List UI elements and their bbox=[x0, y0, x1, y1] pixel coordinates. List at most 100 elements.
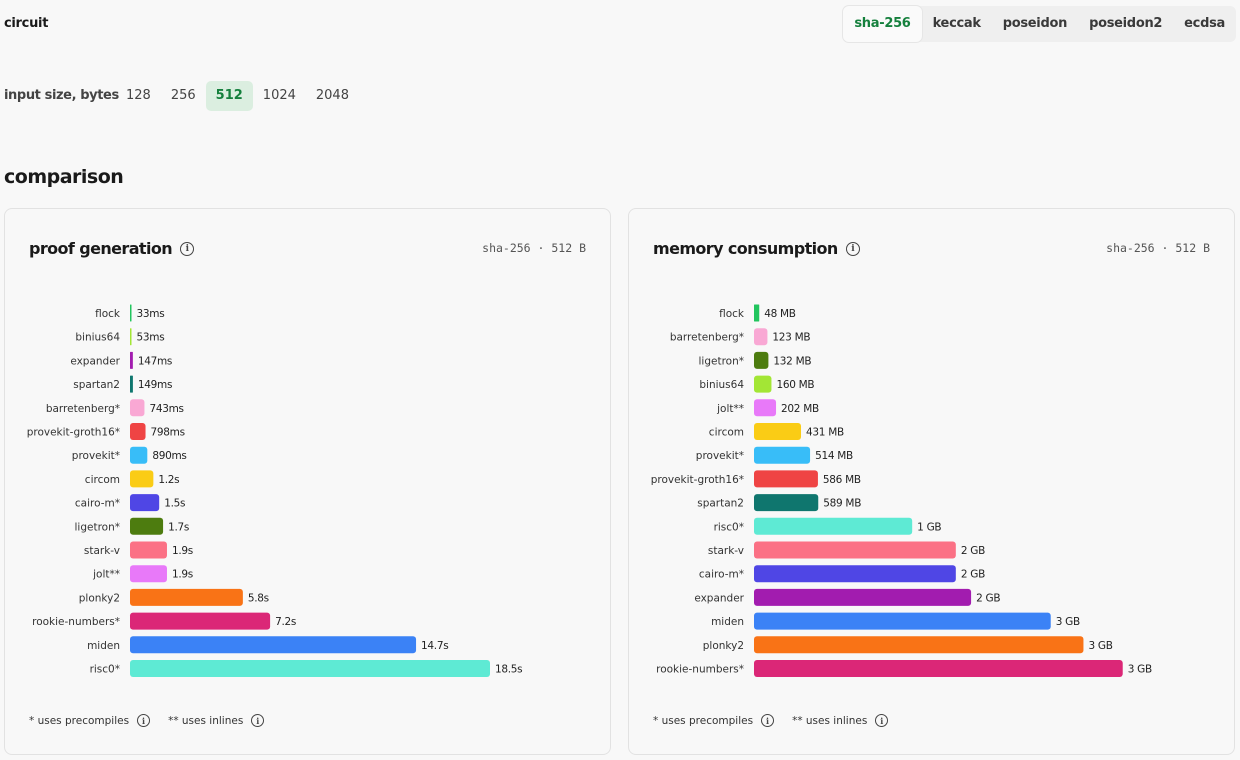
category-label: miden bbox=[87, 640, 120, 652]
category-label: plonky2 bbox=[79, 592, 120, 604]
proof-generation-chart: flock 33ms binius64 53ms expander 147ms sparta… bbox=[27, 304, 523, 677]
bar[interactable] bbox=[754, 612, 1051, 630]
bar[interactable] bbox=[130, 304, 132, 322]
bar[interactable] bbox=[130, 423, 146, 440]
bar[interactable] bbox=[130, 541, 167, 559]
panel-title-text: memory consumption bbox=[653, 239, 838, 258]
bar[interactable] bbox=[130, 517, 164, 535]
value-label: 3 GB bbox=[1128, 664, 1152, 676]
value-label: 1.2s bbox=[158, 474, 179, 486]
bar[interactable] bbox=[130, 328, 132, 346]
value-label: 2 GB bbox=[961, 545, 985, 557]
circuit-tabs: sha-256 keccak poseidon poseidon2 ecdsa bbox=[843, 6, 1236, 42]
category-label: flock bbox=[95, 308, 121, 320]
bar[interactable] bbox=[130, 588, 243, 606]
bar[interactable] bbox=[130, 351, 133, 369]
value-label: 123 MB bbox=[772, 332, 810, 344]
tab-ecdsa[interactable]: ecdsa bbox=[1184, 16, 1225, 31]
bar[interactable] bbox=[130, 446, 148, 464]
category-label: binius64 bbox=[699, 379, 744, 391]
bar[interactable] bbox=[130, 660, 490, 677]
proof-generation-panel: proof generation i sha-256 · 512 B flock… bbox=[4, 208, 611, 755]
category-label: provekit* bbox=[696, 450, 744, 462]
value-label: 3 GB bbox=[1056, 616, 1080, 628]
category-label: jolt** bbox=[716, 403, 744, 415]
value-label: 1.5s bbox=[164, 498, 185, 510]
value-label: 53ms bbox=[137, 332, 165, 344]
bar[interactable] bbox=[754, 588, 972, 606]
category-label: circom bbox=[85, 474, 120, 486]
bar[interactable] bbox=[754, 565, 956, 583]
value-label: 48 MB bbox=[764, 308, 796, 320]
value-label: 589 MB bbox=[823, 498, 861, 510]
tab-poseidon[interactable]: poseidon bbox=[1002, 16, 1068, 31]
category-label: cairo-m* bbox=[699, 569, 744, 581]
value-label: 132 MB bbox=[773, 355, 811, 367]
size-option-1024[interactable]: 1024 bbox=[262, 88, 296, 103]
info-icon[interactable]: i bbox=[845, 241, 860, 256]
category-label: spartan2 bbox=[697, 498, 744, 510]
value-label: 2 GB bbox=[961, 569, 985, 581]
value-label: 18.5s bbox=[495, 664, 522, 676]
value-label: 1.7s bbox=[168, 521, 189, 533]
footnote-inlines-text: ** uses inlines bbox=[168, 714, 244, 727]
section-title: comparison bbox=[4, 166, 124, 188]
bar[interactable] bbox=[130, 375, 133, 393]
info-icon[interactable]: i bbox=[137, 714, 151, 727]
bar[interactable] bbox=[754, 517, 913, 535]
info-icon[interactable]: i bbox=[180, 241, 195, 256]
bar[interactable] bbox=[130, 399, 145, 417]
value-label: 1 GB bbox=[917, 521, 941, 533]
footnote-inlines: ** uses inlines i bbox=[792, 714, 889, 727]
size-option-512[interactable]: 512 bbox=[205, 81, 253, 111]
footnote-inlines: ** uses inlines i bbox=[168, 714, 265, 727]
size-option-128[interactable]: 128 bbox=[126, 88, 151, 103]
tab-keccak[interactable]: keccak bbox=[932, 16, 981, 31]
category-label: risc0* bbox=[714, 521, 744, 533]
bar[interactable] bbox=[754, 541, 956, 559]
bar[interactable] bbox=[754, 660, 1123, 677]
tab-sha-256[interactable]: sha-256 bbox=[843, 6, 922, 42]
info-icon[interactable]: i bbox=[875, 714, 889, 727]
size-option-256[interactable]: 256 bbox=[170, 88, 196, 103]
panel-title: proof generation i bbox=[29, 239, 195, 258]
bar[interactable] bbox=[130, 470, 154, 488]
category-label: barretenberg* bbox=[670, 332, 744, 344]
value-label: 431 MB bbox=[806, 427, 844, 439]
bar[interactable] bbox=[754, 399, 777, 417]
bar[interactable] bbox=[754, 351, 769, 369]
info-icon[interactable]: i bbox=[251, 714, 265, 727]
bar[interactable] bbox=[754, 494, 819, 512]
bar[interactable] bbox=[130, 636, 417, 654]
panel-meta: sha-256 · 512 B bbox=[482, 241, 586, 255]
footnote-precompiles: * uses precompiles i bbox=[29, 714, 151, 727]
bar[interactable] bbox=[754, 328, 768, 346]
bar[interactable] bbox=[754, 375, 772, 393]
footnote-inlines-text: ** uses inlines bbox=[792, 714, 868, 727]
bar[interactable] bbox=[754, 446, 811, 464]
bar[interactable] bbox=[754, 470, 818, 488]
bar[interactable] bbox=[754, 304, 760, 322]
category-label: flock bbox=[719, 308, 745, 320]
value-label: 2 GB bbox=[976, 592, 1000, 604]
category-label: miden bbox=[711, 616, 744, 628]
tab-poseidon2[interactable]: poseidon2 bbox=[1089, 16, 1163, 31]
size-option-2048[interactable]: 2048 bbox=[315, 88, 349, 103]
value-label: 743ms bbox=[149, 403, 183, 415]
value-label: 149ms bbox=[138, 379, 172, 391]
category-label: plonky2 bbox=[703, 640, 744, 652]
bar[interactable] bbox=[754, 423, 802, 440]
bar[interactable] bbox=[130, 494, 160, 512]
category-label: ligetron* bbox=[699, 355, 745, 367]
value-label: 586 MB bbox=[823, 474, 861, 486]
info-icon[interactable]: i bbox=[761, 714, 775, 727]
bar[interactable] bbox=[754, 636, 1084, 654]
bar[interactable] bbox=[130, 565, 167, 583]
bar[interactable] bbox=[130, 612, 271, 630]
circuit-label: circuit bbox=[4, 16, 49, 31]
footnote-precompiles-text: * uses precompiles bbox=[29, 714, 130, 727]
category-label: barretenberg* bbox=[46, 403, 120, 415]
category-label: spartan2 bbox=[73, 379, 120, 391]
panel-title-text: proof generation bbox=[29, 239, 173, 258]
panel-title: memory consumption i bbox=[653, 239, 860, 258]
